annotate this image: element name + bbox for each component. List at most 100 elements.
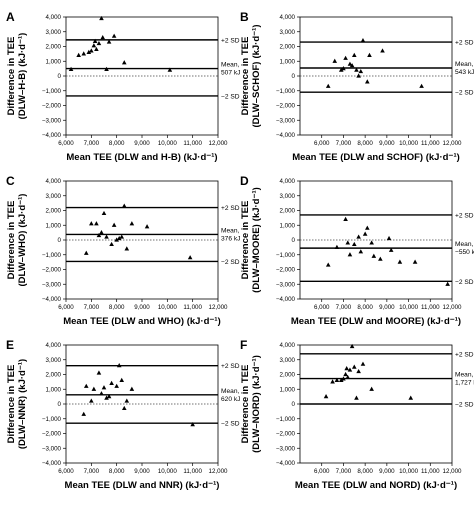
y-tick-label: −3,000 — [276, 445, 296, 452]
x-tick-label: 7,000 — [336, 304, 352, 311]
x-tick-label: 12,000 — [209, 140, 228, 147]
mean-value-label: 507 kJ — [221, 70, 240, 77]
x-tick-label: 6,000 — [314, 140, 330, 147]
data-point — [96, 370, 102, 375]
data-point — [68, 66, 74, 71]
y-tick-label: 1,000 — [280, 386, 296, 393]
upper-limit-label: +2 SD — [455, 351, 474, 358]
x-tick-label: 6,000 — [314, 468, 330, 475]
y-axis-label-line3: (kJ·d⁻¹) — [17, 33, 28, 67]
data-point — [121, 60, 127, 65]
y-axis-label-line3: (kJ·d⁻¹) — [17, 359, 28, 393]
mean-label: Mean, — [455, 241, 473, 248]
y-axis-label-line1: Difference in TEE — [6, 365, 17, 444]
y-axis-label-line2: (DLW–WHO) — [17, 231, 28, 287]
x-tick-label: 10,000 — [399, 304, 418, 311]
data-point — [91, 386, 97, 391]
data-point — [341, 66, 346, 71]
y-axis-label-line2: (DLW–H-B) — [17, 70, 28, 120]
y-tick-label: 2,000 — [280, 208, 296, 215]
x-tick-label: 11,000 — [421, 140, 440, 147]
x-tick-label: 8,000 — [109, 468, 125, 475]
y-axis-label: Difference in TEE(DLW–MOORE) (kJ·d⁻¹) — [240, 187, 262, 293]
upper-limit-label: +2 SD — [221, 37, 240, 44]
data-point — [356, 368, 361, 374]
y-tick-label: −3,000 — [276, 117, 296, 124]
y-axis-label-line2: (DLW–NORD) — [251, 392, 262, 453]
y-axis-label: Difference in TEE(DLW–NORD) (kJ·d⁻¹) — [240, 355, 262, 453]
y-tick-label: −1,000 — [42, 88, 62, 95]
y-tick-label: −2,000 — [276, 431, 296, 438]
y-axis-label: Difference in TEE(DLW–WHO) (kJ·d⁻¹) — [6, 194, 28, 287]
upper-limit-label: +2 SD — [221, 205, 240, 212]
data-point — [365, 225, 370, 230]
x-tick-label: 9,000 — [379, 468, 395, 475]
y-tick-label: 3,000 — [280, 357, 296, 364]
panel-d: D −4,000 −3,000 −2,000 −1,000 0 1,000 2,000 3,00… — [240, 174, 474, 327]
data-point — [369, 386, 374, 391]
lower-limit-label: −2 SD — [221, 259, 240, 266]
y-tick-label: 2,000 — [46, 208, 62, 215]
panel-letter: D — [240, 174, 249, 188]
y-tick-label: −4,000 — [276, 132, 296, 139]
y-axis-label-line2: (DLW–SCHOF) — [251, 62, 262, 128]
y-tick-label: −4,000 — [276, 296, 296, 303]
x-tick-label: 11,000 — [421, 468, 440, 475]
x-tick-label: 9,000 — [134, 140, 150, 147]
y-tick-label: 4,000 — [46, 342, 62, 349]
data-point — [362, 231, 368, 236]
y-axis-label-line3: (kJ·d⁻¹) — [251, 355, 262, 389]
data-point — [94, 221, 99, 226]
data-point — [96, 40, 102, 46]
data-point — [358, 249, 364, 254]
mean-value-label: 376 kJ — [221, 235, 240, 242]
data-point — [89, 48, 94, 53]
data-point — [343, 55, 348, 60]
y-tick-label: 2,000 — [46, 372, 62, 379]
data-point — [144, 224, 150, 229]
y-tick-label: 4,000 — [46, 178, 62, 185]
y-axis-label-line1: Difference in TEE — [6, 201, 17, 280]
y-axis-label-line3: (kJ·d⁻¹) — [17, 194, 28, 228]
upper-limit-label: +2 SD — [455, 212, 474, 219]
y-tick-label: −2,000 — [276, 103, 296, 110]
data-point — [101, 385, 107, 390]
data-point — [116, 235, 122, 241]
data-point — [332, 58, 338, 63]
data-point — [369, 240, 374, 245]
upper-limit-label: +2 SD — [455, 40, 474, 47]
y-axis-label: Difference in TEE(DLW–H-B) (kJ·d⁻¹) — [6, 33, 28, 120]
y-tick-label: −1,000 — [42, 252, 62, 259]
data-point — [86, 49, 92, 54]
x-tick-label: 11,000 — [183, 304, 202, 311]
data-point — [360, 38, 366, 43]
data-point — [121, 203, 127, 208]
y-axis-label-line1: Difference in TEE — [240, 201, 251, 280]
x-tick-label: 11,000 — [183, 468, 202, 475]
data-point — [114, 383, 119, 388]
x-tick-label: 7,000 — [84, 468, 100, 475]
data-point — [106, 39, 112, 44]
upper-limit-label: +2 SD — [221, 363, 240, 370]
panel-b: B −4,000 −3,000 −2,000 −1,000 0 1,000 2,000 3,00… — [240, 10, 474, 163]
data-point — [349, 343, 355, 349]
data-point — [325, 83, 331, 88]
data-point — [129, 221, 135, 226]
data-point — [119, 234, 125, 239]
panel-c: C −4,000 −3,000 −2,000 −1,000 0 1,000 2,000 3,00… — [6, 174, 240, 327]
data-point — [94, 46, 99, 52]
y-tick-label: 3,000 — [46, 357, 62, 364]
y-tick-label: −4,000 — [42, 132, 62, 139]
x-tick-label: 6,000 — [58, 468, 74, 475]
data-point — [349, 63, 355, 68]
data-point — [345, 240, 351, 245]
data-point — [334, 244, 340, 249]
data-point — [338, 67, 344, 72]
x-tick-label: 7,000 — [84, 304, 100, 311]
y-tick-label: 4,000 — [280, 14, 296, 21]
x-axis-label: Mean TEE (DLW and WHO) (kJ·d⁻¹) — [63, 316, 221, 327]
data-point — [341, 376, 346, 381]
panel-e: E −4,000 −3,000 −2,000 −1,000 0 1,000 2,000 3,00… — [6, 338, 240, 491]
data-point — [114, 237, 119, 242]
y-tick-label: −4,000 — [42, 460, 62, 467]
